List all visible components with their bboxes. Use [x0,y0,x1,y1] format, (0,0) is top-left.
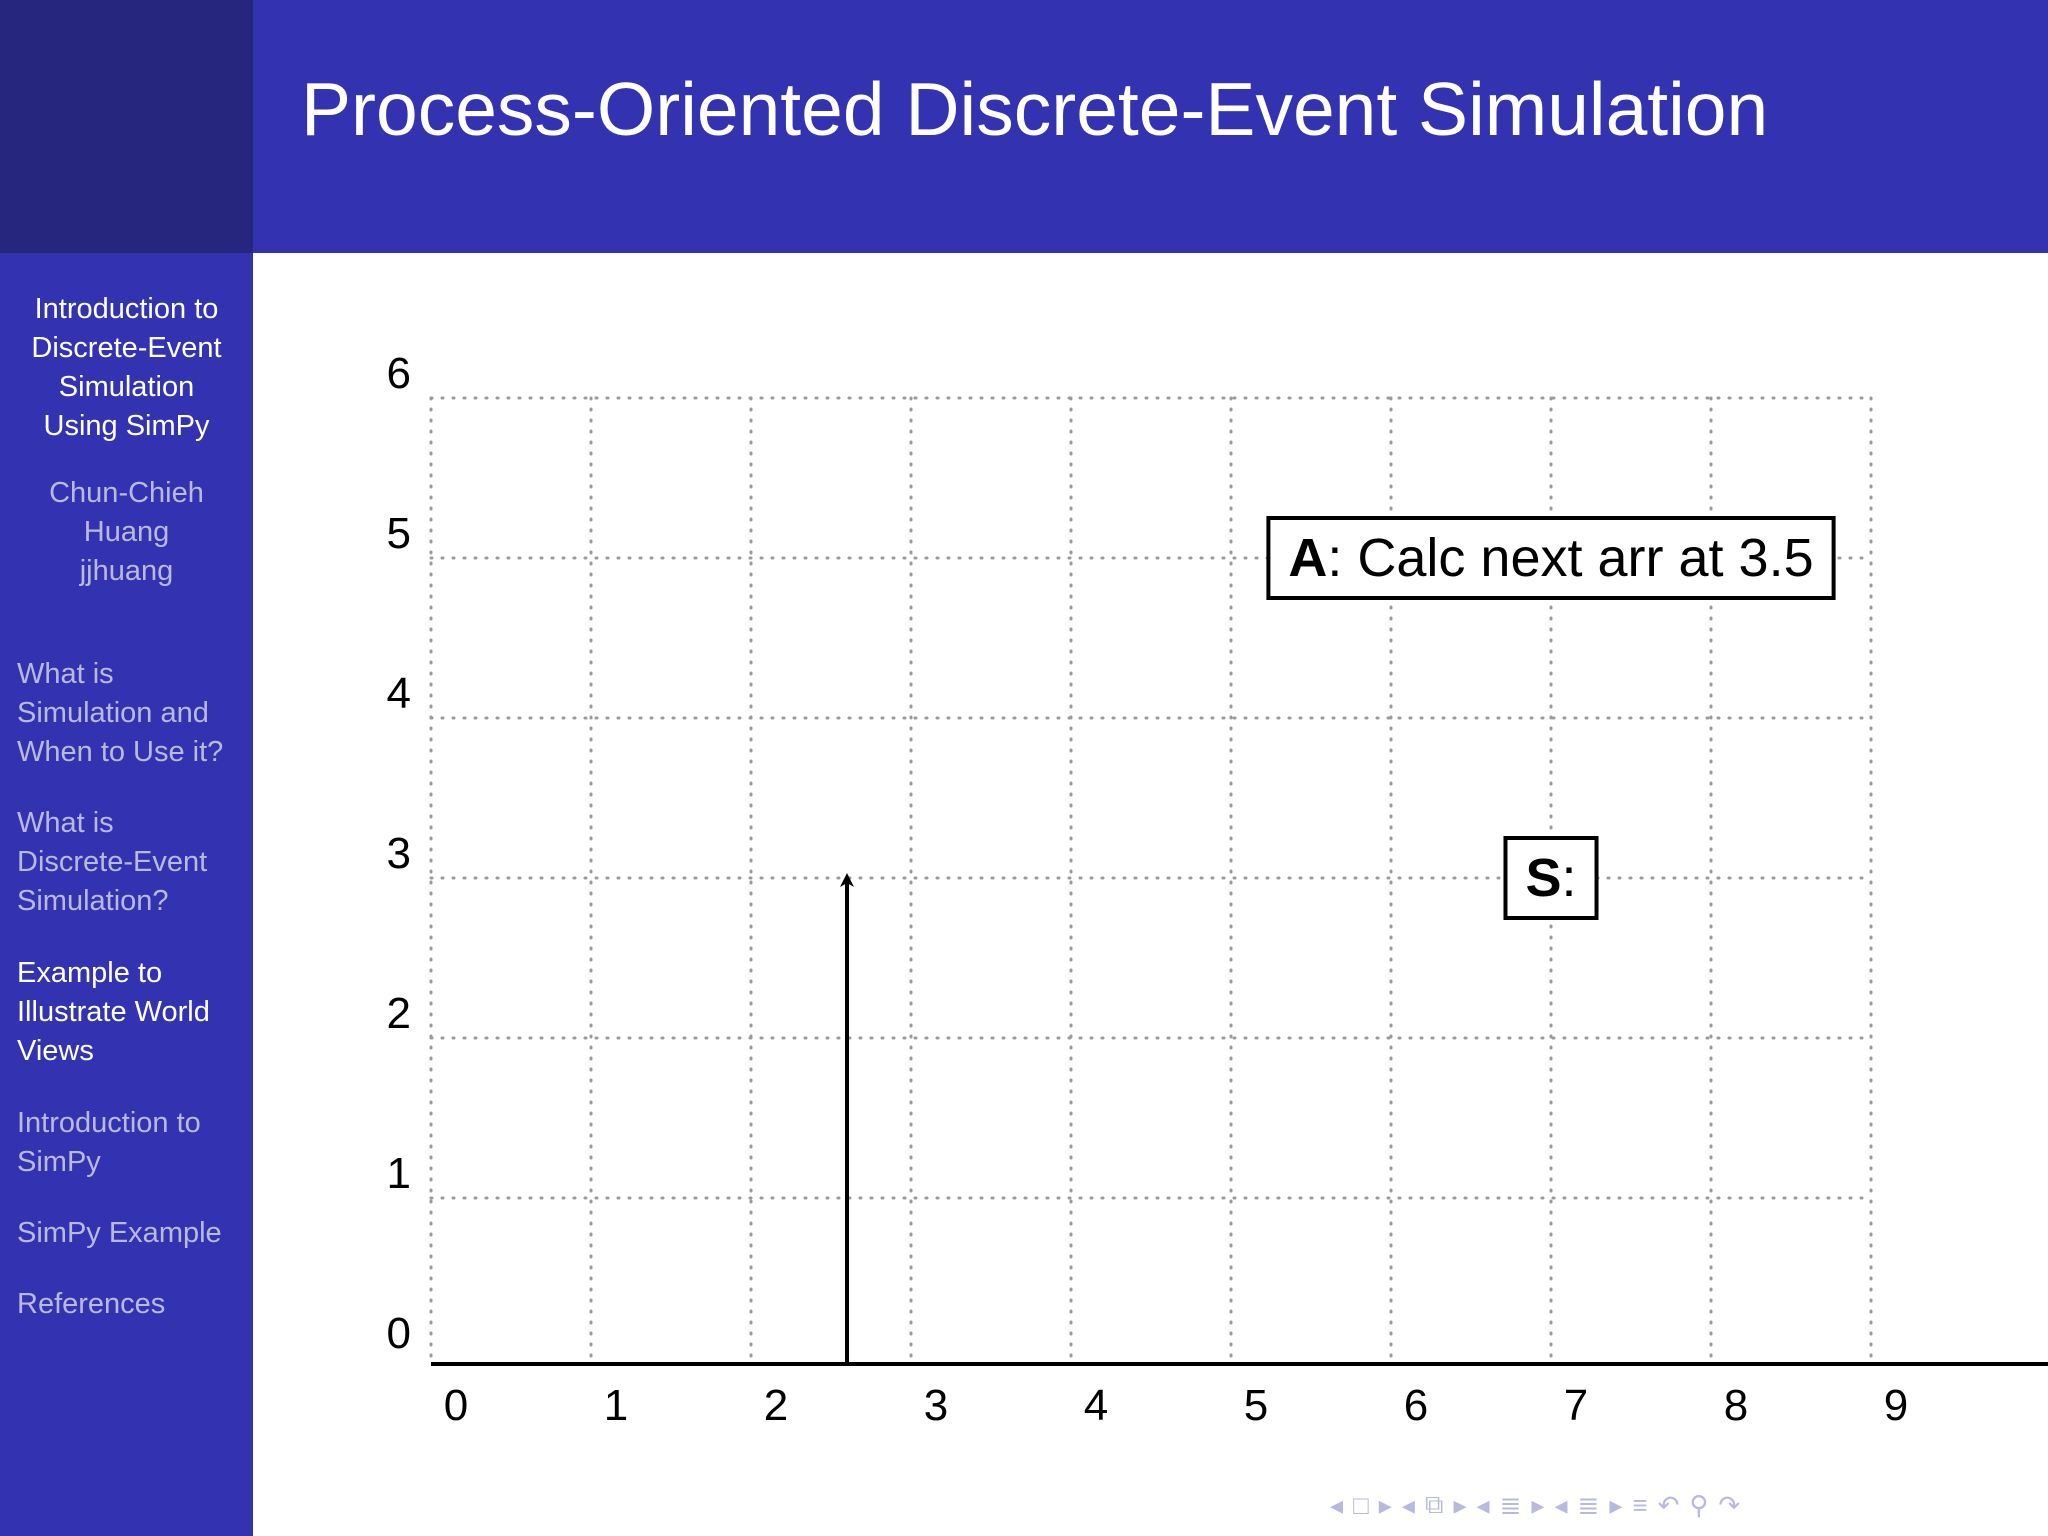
arrow-left-icon[interactable]: ◂ [1476,1489,1490,1520]
x-tick-label: 2 [764,1381,788,1430]
sidebar-item-label: References [17,1288,166,1320]
author-info[interactable]: Chun-Chieh Huang jjhuang [0,474,253,591]
sidebar-item-label: SimPy Example [17,1217,222,1249]
sidebar-item-example-world-views[interactable]: Example to Illustrate World Views [17,954,253,1071]
presentation-title-line: Introduction to [34,293,219,325]
navigation-controls: ◂ □ ▸ ◂ ⧉ ▸ ◂ ≣ ▸ ◂ ≣ ▸ ≡ ↶ ⚲ ↷ [1330,1488,1740,1522]
sidebar-item-intro-simpy[interactable]: Introduction to SimPy [17,1104,253,1182]
arrow-left-icon[interactable]: ◂ [1330,1489,1344,1520]
slide-content: 0 1 2 3 4 5 6 7 8 9 0 1 2 3 4 5 6 A: Calc next arr at 3.5… [253,253,2048,1536]
outline-icon[interactable]: ≡ [1632,1489,1648,1520]
author-line: Chun-Chieh [49,477,204,509]
event-box-label: S: [1525,848,1576,908]
presentation-title-line: Discrete-Event [31,332,222,364]
sidebar-item-label: Simulation and [17,697,209,729]
x-tick-label: 3 [924,1381,948,1430]
y-tick-label: 0 [387,1309,411,1358]
sidebar-logo-area [0,0,253,253]
y-tick-label: 3 [387,829,411,878]
redo-icon[interactable]: ↷ [1718,1489,1741,1520]
arrow-right-icon[interactable]: ▸ [1378,1489,1392,1520]
x-tick-label: 7 [1564,1381,1588,1430]
sidebar-item-label: SimPy [17,1146,101,1178]
sidebar-item-label: Views [17,1035,94,1067]
undo-icon[interactable]: ↶ [1657,1489,1680,1520]
page-title: Process-Oriented Discrete-Event Simulati… [301,67,1769,151]
sidebar-item-what-is-des[interactable]: What is Discrete-Event Simulation? [17,804,253,921]
sidebar-item-label: Discrete-Event [17,846,208,878]
y-tick-label: 4 [387,669,411,718]
sidebar-item-what-is-simulation[interactable]: What is Simulation and When to Use it? [17,655,253,772]
frame-icon[interactable]: □ [1353,1489,1369,1520]
sidebar-item-label: When to Use it? [17,736,224,768]
arrow-right-icon[interactable]: ▸ [1531,1489,1545,1520]
arrow-right-icon[interactable]: ▸ [1609,1489,1623,1520]
arrow-left-icon[interactable]: ◂ [1554,1489,1568,1520]
sidebar-item-simpy-example[interactable]: SimPy Example [17,1214,253,1253]
event-box [1503,836,1599,920]
section-list-icon[interactable]: ≣ [1577,1489,1600,1520]
presentation-title-line: Using SimPy [43,410,210,442]
presentation-title-line: Simulation [58,371,195,403]
y-tick-label: 5 [387,509,411,558]
y-tick-label: 2 [387,989,411,1038]
y-tick-label: 1 [387,1149,411,1198]
x-tick-label: 0 [444,1381,468,1430]
header-bar: Process-Oriented Discrete-Event Simulati… [253,0,2048,253]
presentation-title[interactable]: Introduction to Discrete-Event Simulatio… [0,290,253,446]
sidebar-item-label: What is [17,807,114,839]
search-icon[interactable]: ⚲ [1689,1489,1709,1520]
x-tick-label: 8 [1724,1381,1748,1430]
arrow-right-icon[interactable]: ▸ [1453,1489,1467,1520]
section-icon[interactable]: ≣ [1499,1489,1522,1520]
x-tick-label: 5 [1244,1381,1268,1430]
sidebar-item-references[interactable]: References [17,1285,253,1324]
sidebar: Introduction to Discrete-Event Simulatio… [0,253,253,1536]
author-line: jjhuang [79,555,174,587]
subsection-icon[interactable]: ⧉ [1424,1489,1444,1519]
event-box-label: A: Calc next arr at 3.5 [1288,528,1813,588]
sidebar-item-label: What is [17,658,114,690]
sidebar-item-label: Example to [17,957,163,989]
x-tick-label: 1 [604,1381,628,1430]
y-tick-label: 6 [387,349,411,398]
x-tick-label: 6 [1404,1381,1428,1430]
x-tick-label: 9 [1884,1381,1908,1430]
sidebar-item-label: Simulation? [17,885,169,917]
sidebar-item-label: Illustrate World [17,996,210,1028]
event-box [1266,516,1836,600]
author-line: Huang [83,516,170,548]
sidebar-item-label: Introduction to [17,1107,201,1139]
arrow-left-icon[interactable]: ◂ [1401,1489,1415,1520]
x-tick-label: 4 [1084,1381,1108,1430]
timeline-diagram: 0 1 2 3 4 5 6 7 8 9 0 1 2 3 4 5 6 A: Calc next arr at 3.5… [387,349,2048,1430]
